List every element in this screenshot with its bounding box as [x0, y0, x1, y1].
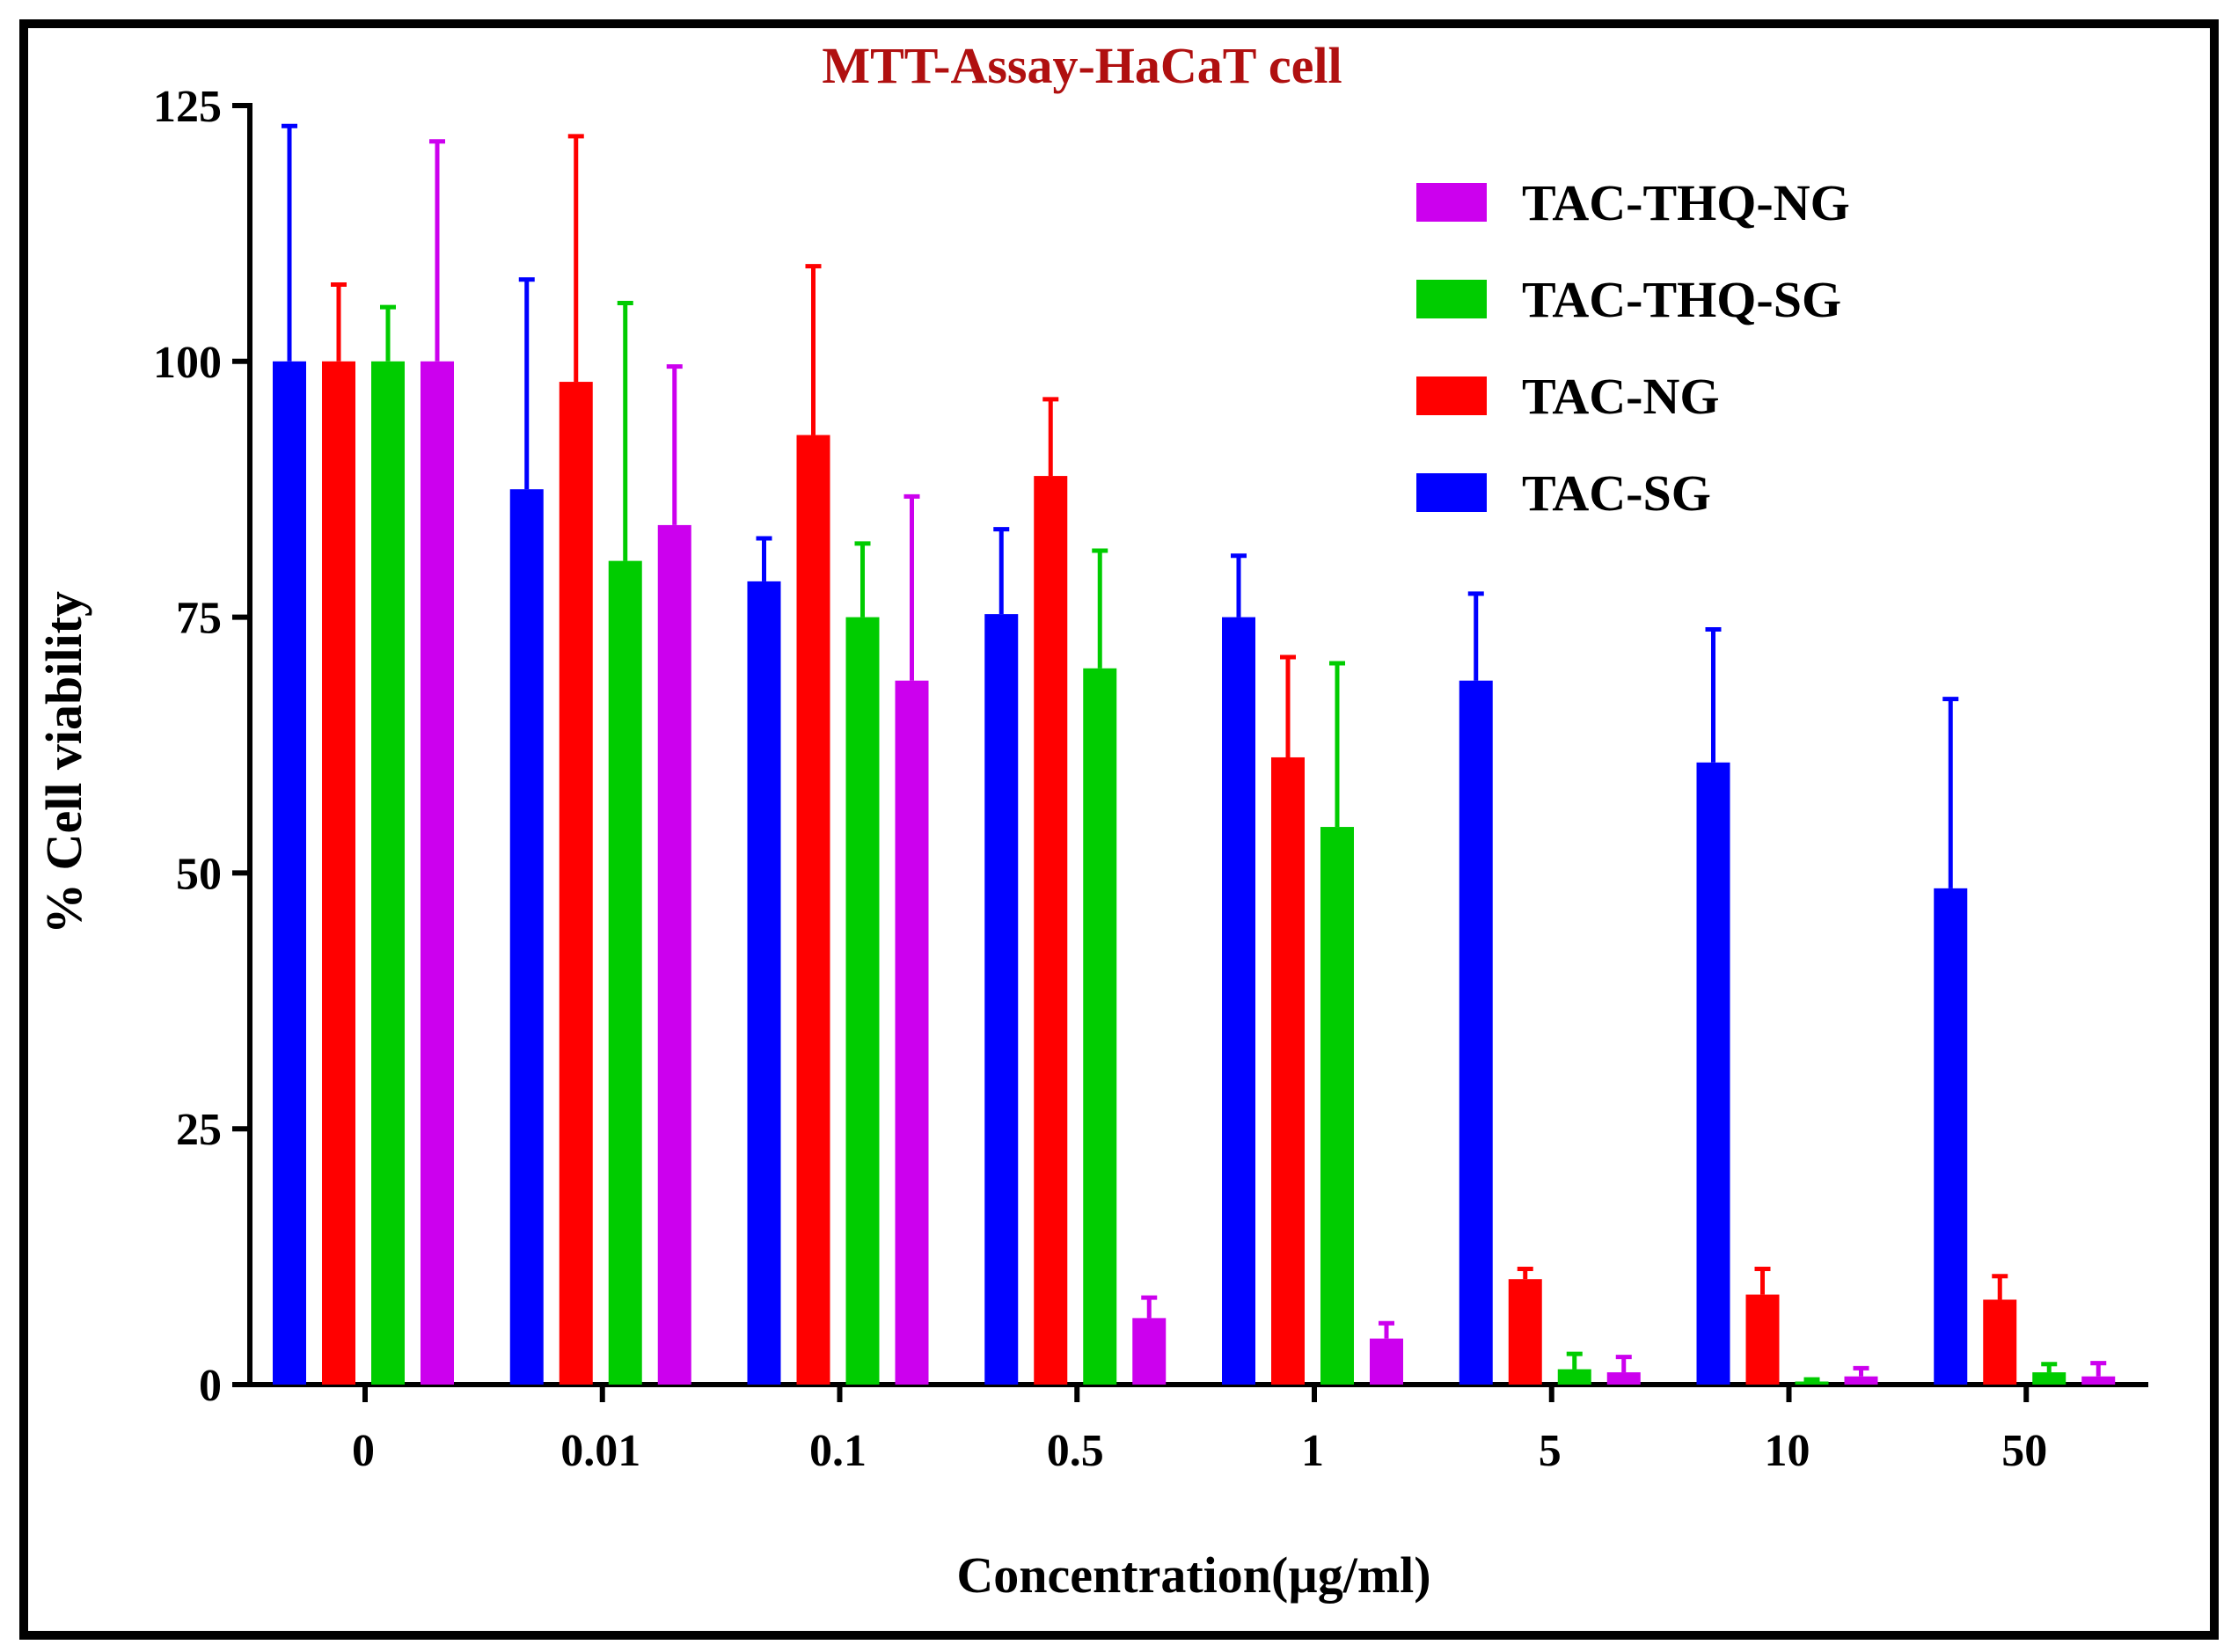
- x-tick-label: 0.5: [1047, 1426, 1104, 1476]
- y-tick-label: 125: [153, 82, 222, 132]
- bar: [559, 382, 593, 1385]
- bar: [1844, 1376, 1878, 1385]
- bar: [421, 361, 454, 1385]
- bar: [1083, 668, 1117, 1385]
- plot-area: 0 25 50 75 100 125 0 0.01 0.1 0.5 1 5 10 50: [153, 82, 2148, 1476]
- bar: [1459, 680, 1493, 1385]
- legend-label: TAC-THQ-NG: [1522, 174, 1850, 231]
- bar: [1222, 617, 1255, 1385]
- bar: [1271, 757, 1305, 1385]
- chart-title: MTT-Assay-HaCaT cell: [822, 37, 1342, 94]
- bar: [895, 680, 929, 1385]
- chart-frame: MTT-Assay-HaCaT cell 0 25 50 75 100 125 0 0.01 0…: [19, 19, 2219, 1640]
- bar: [796, 435, 830, 1385]
- bar: [608, 560, 642, 1385]
- x-tick-label: 10: [1765, 1426, 1810, 1476]
- bar: [1370, 1338, 1403, 1385]
- legend-label: TAC-NG: [1522, 368, 1719, 425]
- y-tick-label: 100: [153, 338, 222, 388]
- x-tick-label: 0.1: [809, 1426, 867, 1476]
- bar: [371, 361, 405, 1385]
- bar: [1606, 1372, 1641, 1385]
- y-axis-title: % Cell viability: [35, 591, 92, 934]
- legend-swatch: [1416, 183, 1487, 222]
- bar: [2032, 1372, 2066, 1385]
- x-axis-title: Concentration(µg/ml): [956, 1546, 1430, 1604]
- y-tick-label: 50: [176, 849, 222, 899]
- x-tick-label: 5: [1539, 1426, 1562, 1476]
- y-tick-label: 75: [176, 594, 222, 644]
- y-tick-label: 0: [199, 1361, 222, 1411]
- bar: [984, 614, 1019, 1385]
- bar: [273, 361, 306, 1385]
- legend-swatch: [1416, 280, 1487, 318]
- x-tick-label: 0: [352, 1426, 375, 1476]
- legend-swatch: [1416, 376, 1487, 415]
- legend: TAC-THQ-NG TAC-THQ-SG TAC-NG TAC-SG: [1416, 174, 1850, 522]
- bar: [1795, 1381, 1829, 1385]
- bar: [1320, 827, 1354, 1385]
- bar: [509, 489, 544, 1385]
- legend-label: TAC-SG: [1522, 464, 1711, 522]
- bar: [2081, 1376, 2116, 1385]
- bar: [1557, 1369, 1591, 1385]
- bar: [1508, 1279, 1542, 1385]
- bar: [747, 581, 781, 1385]
- bar: [1132, 1318, 1167, 1385]
- bar: [1034, 476, 1068, 1385]
- y-tick-label: 25: [176, 1105, 222, 1155]
- x-tick-label: 0.01: [560, 1426, 640, 1476]
- legend-label: TAC-THQ-SG: [1522, 271, 1841, 328]
- bar: [1745, 1294, 1780, 1385]
- bar: [1696, 762, 1730, 1385]
- bar: [322, 361, 355, 1385]
- bar: [1983, 1299, 2017, 1385]
- x-tick-label: 50: [2001, 1426, 2047, 1476]
- bar: [1934, 888, 1968, 1385]
- bar: [845, 617, 880, 1385]
- x-tick-label: 1: [1301, 1426, 1324, 1476]
- bar: [657, 524, 691, 1385]
- legend-swatch: [1416, 473, 1487, 512]
